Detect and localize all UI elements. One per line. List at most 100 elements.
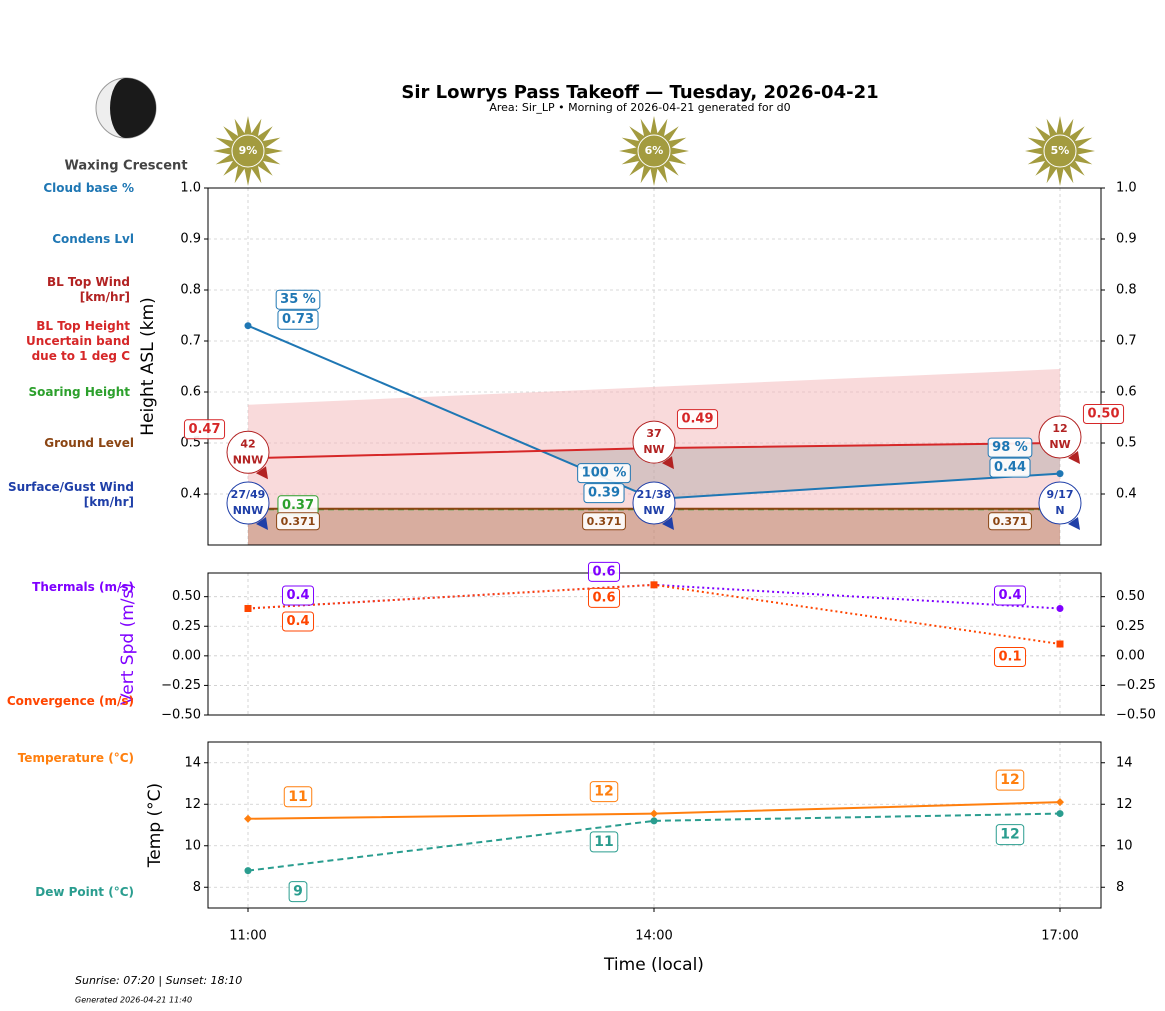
- value-label-box: [281, 585, 315, 606]
- y-tick-label: 10: [184, 838, 201, 853]
- sun-times: Sunrise: 07:20 | Sunset: 18:10: [75, 974, 242, 987]
- y2-tick-label: 0.00: [1116, 648, 1145, 663]
- value-label-text: 0.4: [286, 614, 309, 629]
- value-label-text: 0.6: [592, 564, 615, 579]
- value-label: 0.371: [582, 512, 626, 531]
- moon-phase: Waxing Crescent: [64, 159, 187, 174]
- y-tick-label: 14: [184, 755, 201, 770]
- value-label: 12: [589, 781, 619, 803]
- generated: Generated 2026-04-21 11:40: [75, 996, 192, 1005]
- value-label: 0.371: [988, 512, 1032, 531]
- wind-speed: 27/49: [231, 488, 266, 501]
- y2-tick-label: 0.4: [1116, 487, 1137, 502]
- sun-label: 5%: [1051, 144, 1070, 157]
- x-tick-label: 11:00: [229, 929, 266, 944]
- y2-tick-label: 12: [1116, 797, 1133, 812]
- point: [1056, 810, 1064, 818]
- y-axis-label: Temp (°C): [145, 783, 165, 868]
- value-label-text: 11: [594, 834, 613, 850]
- value-label-box: [275, 289, 321, 310]
- value-label-box: [676, 409, 719, 430]
- value-label-text: 0.49: [681, 412, 713, 427]
- y-tick-label: −0.50: [161, 708, 201, 723]
- wind-arrow: [256, 466, 268, 480]
- value-label: 35 %: [275, 289, 321, 310]
- legend-label: Condens Lvl: [52, 232, 134, 246]
- legend-label: Dew Point (°C): [35, 885, 134, 899]
- wind-circle: [1038, 415, 1082, 459]
- y2-tick-label: 0.50: [1116, 589, 1145, 604]
- wind-speed: 21/38: [637, 488, 672, 501]
- value-label-box: [582, 512, 626, 531]
- legend-label: Surface/Gust Wind [km/hr]: [8, 480, 134, 509]
- value-label: 0.6: [587, 561, 621, 582]
- x-tick-label: 17:00: [1041, 929, 1078, 944]
- value-label: 0.4: [281, 611, 315, 632]
- value-label: 0.39: [583, 483, 625, 504]
- value-label-text: 0.47: [188, 422, 220, 437]
- sun-label: 6%: [645, 144, 664, 157]
- point: [244, 814, 252, 823]
- y-tick-label: 0.50: [172, 589, 201, 604]
- value-label: 11: [283, 786, 313, 808]
- y2-tick-label: 0.9: [1116, 232, 1137, 247]
- y2-tick-label: 8: [1116, 880, 1124, 895]
- value-label-text: 0.371: [993, 515, 1028, 528]
- value-label-text: 0.4: [998, 588, 1021, 603]
- legend-label: Ground Level: [44, 436, 134, 450]
- legend-label: Soaring Height: [28, 385, 131, 399]
- value-label-text: 0.50: [1087, 407, 1119, 422]
- legend-label: BL Top Height: [36, 319, 130, 333]
- value-label-text: 12: [1000, 827, 1019, 843]
- value-label-text: 12: [594, 784, 613, 800]
- value-label-box: [995, 824, 1025, 846]
- value-label: 0.47: [183, 419, 226, 440]
- value-label: 0.4: [993, 585, 1027, 606]
- y-tick-label: −0.25: [161, 678, 201, 693]
- wind-circle: [632, 420, 676, 464]
- value-label-text: 9: [293, 884, 303, 900]
- value-label-box: [283, 786, 313, 808]
- value-label-text: 0.371: [587, 515, 622, 528]
- wind-arrow: [1068, 517, 1080, 530]
- wind-direction: NNW: [233, 504, 264, 517]
- y2-tick-label: 0.8: [1116, 283, 1137, 298]
- point: [650, 817, 658, 825]
- value-label-box: [281, 611, 315, 632]
- y-tick-label: 0.7: [180, 334, 201, 349]
- y2-tick-label: 0.6: [1116, 385, 1137, 400]
- value-label-box: [989, 457, 1031, 478]
- legend-label: Uncertain band due to 1 deg C: [26, 334, 130, 363]
- value-label-text: 98 %: [992, 440, 1028, 455]
- y-tick-label: 0.9: [180, 232, 201, 247]
- value-label-text: 0.44: [994, 460, 1026, 475]
- point: [1056, 798, 1064, 807]
- wind-circle: [226, 430, 270, 474]
- value-label-text: 0.371: [281, 515, 316, 528]
- point: [650, 581, 658, 589]
- value-label-text: 0.6: [592, 590, 615, 605]
- value-label-box: [993, 585, 1027, 606]
- value-label: 12: [995, 769, 1025, 791]
- y-tick-label: 8: [193, 880, 201, 895]
- value-label: 9: [288, 881, 308, 903]
- plot-frame: [207, 187, 1102, 546]
- point: [1056, 640, 1064, 648]
- ground-fill: [248, 508, 1060, 545]
- y2-tick-label: −0.25: [1116, 678, 1156, 693]
- value-label-text: 35 %: [280, 292, 316, 307]
- subtitle: Area: Sir_LP • Morning of 2026-04-21 gen…: [489, 101, 790, 114]
- value-label-text: 100 %: [582, 466, 627, 481]
- moon-shadow: [110, 78, 156, 138]
- wind-speed: 9/17: [1047, 488, 1074, 501]
- value-label: 0.37: [277, 495, 319, 516]
- y2-tick-label: 10: [1116, 838, 1133, 853]
- value-label-box: [589, 781, 619, 803]
- value-label: 0.6: [587, 587, 621, 608]
- y2-tick-label: 14: [1116, 755, 1133, 770]
- y-tick-label: 12: [184, 797, 201, 812]
- value-label-box: [577, 463, 631, 484]
- value-label-text: 0.37: [282, 498, 314, 513]
- wind-speed: 12: [1052, 422, 1067, 435]
